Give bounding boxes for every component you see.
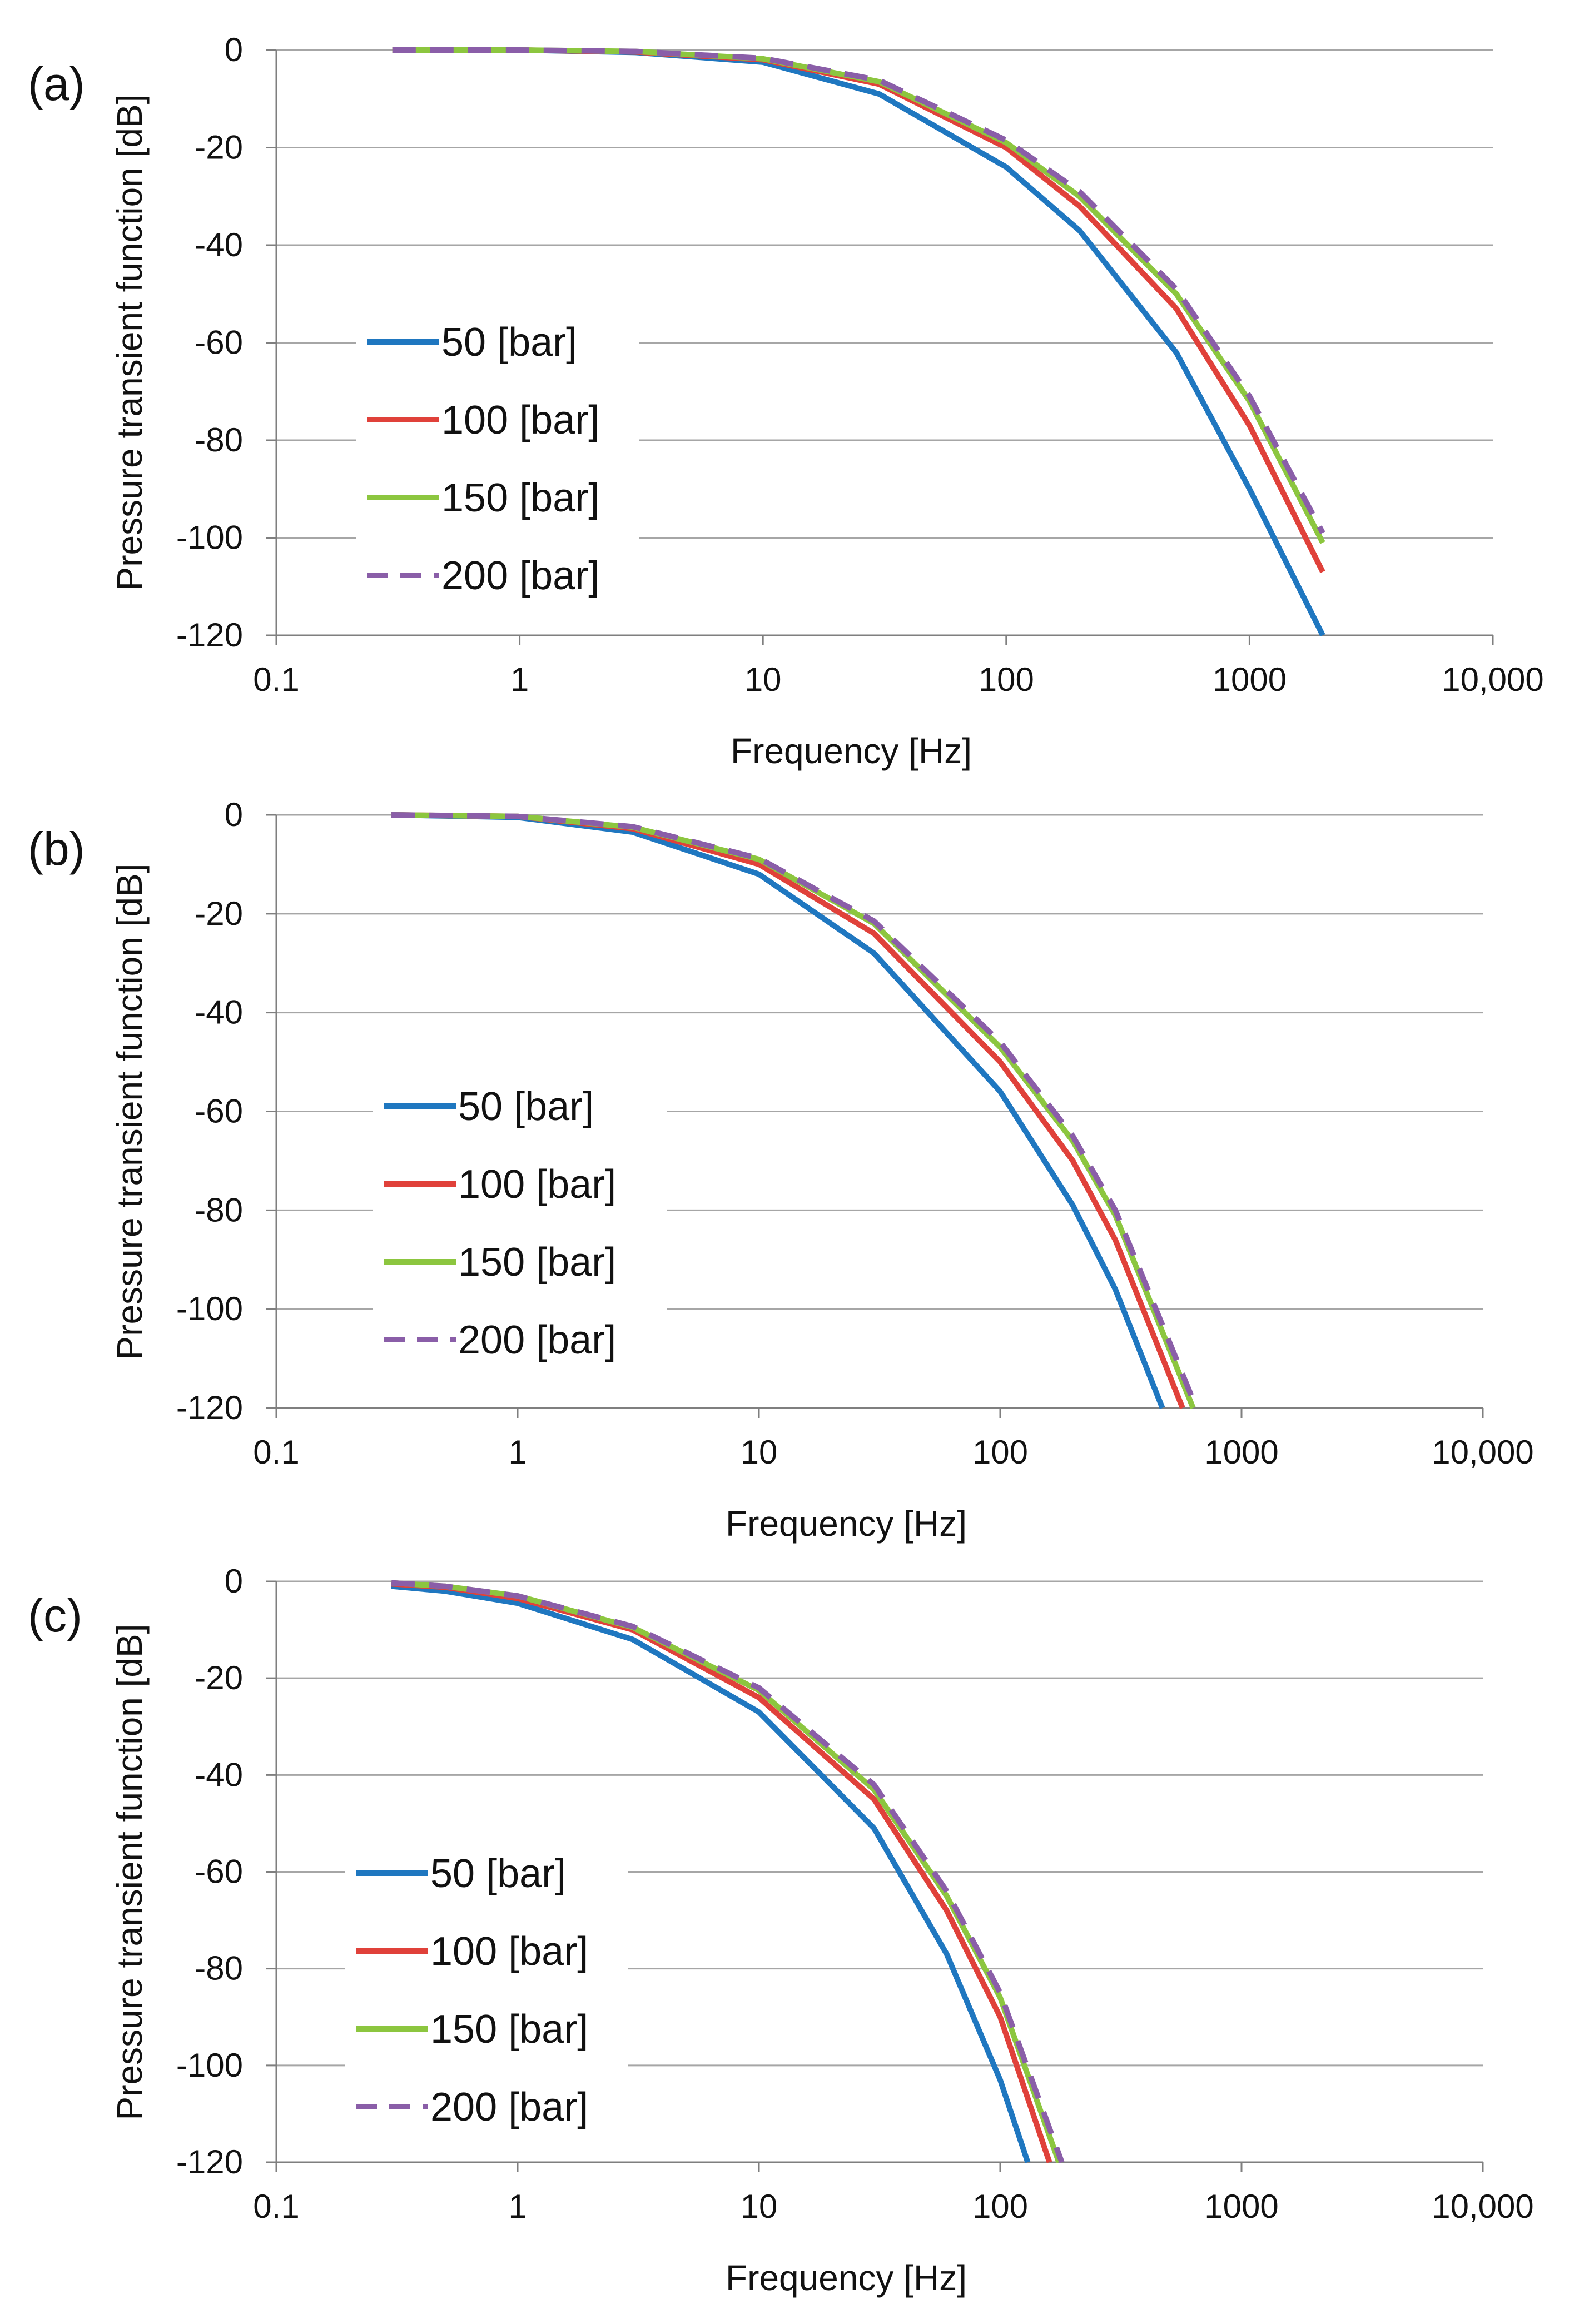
legend-label: 100 [bar] — [430, 1929, 588, 1974]
x-axis-title: Frequency [Hz] — [726, 2258, 967, 2298]
series-line-200-bar — [391, 812, 1199, 1409]
y-tick-label: -40 — [195, 226, 243, 263]
y-tick-label: -100 — [176, 519, 243, 556]
y-axis-title: Pressure transient function [dB] — [110, 1624, 150, 2121]
x-tick-label: 100 — [972, 2188, 1028, 2225]
legend: 50 [bar] 100 [bar] 150 [bar] 200 [bar] — [356, 297, 639, 620]
legend: 50 [bar] 100 [bar] 150 [bar] 200 [bar] — [345, 1829, 628, 2151]
series-line-200-bar — [392, 47, 1325, 535]
chart-panel-3: 0.1 1 10 100 1000 10,000 0 -20 -40 -60 -80 -100 -120… — [28, 1562, 1534, 2298]
legend-label: 150 [bar] — [430, 2007, 588, 2052]
legend-label: 200 [bar] — [430, 2085, 588, 2129]
x-tick-label: 0.1 — [253, 1434, 299, 1471]
x-tick-label: 10,000 — [1442, 661, 1544, 698]
panel-label: (c) — [28, 1589, 82, 1641]
legend-label: 50 [bar] — [441, 320, 577, 365]
y-tick-label: -80 — [195, 421, 243, 459]
x-tick-label: 10 — [744, 661, 782, 698]
chart-panel-1: 0.1 1 10 100 1000 10,000 0 -20 -40 -60 -80 -100 -120… — [28, 31, 1544, 771]
legend-label: 100 [bar] — [458, 1162, 616, 1207]
x-tick-label: 100 — [972, 1434, 1028, 1471]
y-tick-label: -120 — [176, 1389, 243, 1426]
y-tick-label: -60 — [195, 1853, 243, 1890]
panel-label: (a) — [28, 58, 85, 110]
x-tick-label: 1000 — [1204, 2188, 1278, 2225]
y-axis-title: Pressure transient function [dB] — [110, 864, 150, 1360]
series-line-200-bar — [391, 1580, 1065, 2163]
legend-label: 200 [bar] — [441, 554, 599, 598]
x-tick-label: 0.1 — [253, 661, 299, 698]
y-tick-label: -60 — [195, 324, 243, 361]
y-tick-label: -20 — [195, 895, 243, 932]
y-tick-label: -100 — [176, 1290, 243, 1327]
y-tick-label: 0 — [225, 1562, 243, 1600]
x-tick-label: 100 — [979, 661, 1034, 698]
y-tick-label: -80 — [195, 1950, 243, 1987]
y-tick-label: -100 — [176, 2047, 243, 2084]
y-tick-label: -40 — [195, 1756, 243, 1793]
y-tick-label: -80 — [195, 1191, 243, 1228]
x-tick-label: 1000 — [1213, 661, 1287, 698]
legend-background — [356, 297, 639, 620]
y-tick-label: -20 — [195, 1659, 243, 1696]
x-tick-label: 10,000 — [1432, 1434, 1534, 1471]
x-tick-label: 0.1 — [253, 2188, 299, 2225]
legend-background — [373, 1062, 667, 1384]
y-tick-label: 0 — [225, 796, 243, 833]
legend-label: 150 [bar] — [458, 1240, 616, 1285]
y-tick-label: -20 — [195, 129, 243, 166]
x-axis-title: Frequency [Hz] — [731, 731, 972, 771]
y-tick-label: -60 — [195, 1093, 243, 1130]
x-tick-label: 10 — [741, 2188, 778, 2225]
x-tick-label: 10 — [741, 1434, 778, 1471]
x-tick-label: 1 — [510, 661, 529, 698]
x-axis-title: Frequency [Hz] — [726, 1504, 967, 1544]
x-tick-label: 1 — [508, 1434, 527, 1471]
y-tick-label: 0 — [225, 31, 243, 68]
chart-panel-2: 0.1 1 10 100 1000 10,000 0 -20 -40 -60 -80 -100 -120… — [28, 796, 1534, 1544]
legend-label: 100 [bar] — [441, 398, 599, 442]
legend: 50 [bar] 100 [bar] 150 [bar] 200 [bar] — [373, 1062, 667, 1384]
legend-label: 50 [bar] — [430, 1852, 566, 1896]
y-axis-title: Pressure transient function [dB] — [110, 94, 150, 591]
x-tick-label: 10,000 — [1432, 2188, 1534, 2225]
y-tick-label: -40 — [195, 994, 243, 1031]
legend-background — [345, 1829, 628, 2151]
legend-label: 200 [bar] — [458, 1318, 616, 1362]
x-tick-label: 1000 — [1204, 1434, 1278, 1471]
legend-label: 50 [bar] — [458, 1084, 594, 1129]
y-tick-label: -120 — [176, 616, 243, 654]
x-tick-label: 1 — [508, 2188, 527, 2225]
y-tick-label: -120 — [176, 2143, 243, 2181]
panel-label: (b) — [28, 823, 85, 875]
legend-label: 150 [bar] — [441, 476, 599, 520]
series-line-50-bar — [391, 1583, 1031, 2163]
